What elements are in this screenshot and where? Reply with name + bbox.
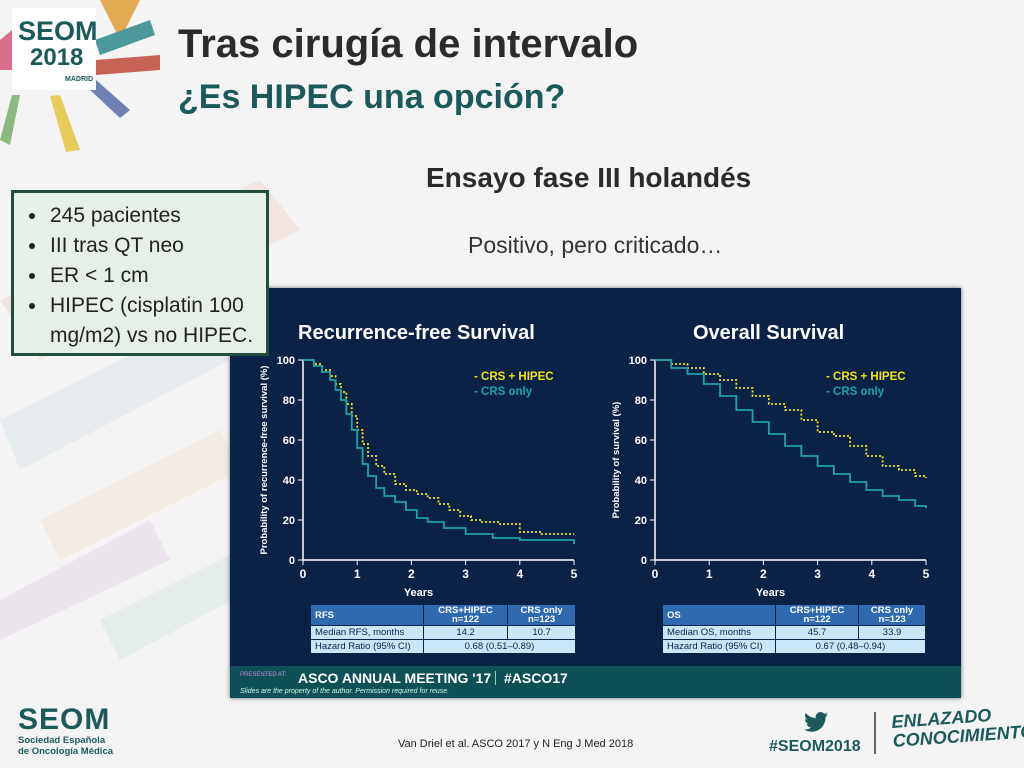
y-tick-label: 0	[641, 555, 647, 567]
table-cell: 33.9	[858, 625, 926, 640]
section-note: Positivo, pero criticado…	[468, 232, 723, 258]
series-line-crs-hipec	[303, 359, 574, 535]
twitter-bird-icon	[804, 712, 828, 732]
x-tick-label: 1	[354, 567, 361, 581]
embedded-results-slide: Recurrence-free Survival Overall Surviva…	[230, 288, 961, 698]
x-tick-label: 4	[516, 567, 523, 581]
series-line-crs-only	[655, 359, 927, 508]
event-hashtag: #SEOM2018	[769, 738, 861, 755]
table-header-cell: OS	[662, 604, 776, 626]
y-tick-label: 80	[283, 395, 295, 407]
table-cell: Median RFS, months	[310, 625, 424, 640]
x-axis-label: Years	[404, 587, 433, 599]
table-header-cell: CRS+HIPEC n=122	[422, 604, 509, 626]
table-cell: 14.2	[422, 625, 509, 640]
y-tick-label: 20	[635, 515, 647, 527]
y-tick-label: 0	[289, 555, 295, 567]
seom-org-logo: SEOM	[18, 703, 111, 736]
summary-box: 245 pacientes III tras QT neo ER < 1 cm …	[11, 190, 269, 356]
logo-text-seom: SEOM	[18, 16, 98, 46]
conference-note: Slides are the property of the author. P…	[240, 688, 450, 695]
series-line-crs-hipec	[655, 359, 927, 478]
x-tick-label: 5	[571, 567, 578, 581]
y-tick-label: 80	[635, 395, 647, 407]
slide-subtitle: ¿Es HIPEC una opción?	[178, 78, 566, 116]
table-cell: Hazard Ratio (95% CI)	[310, 639, 424, 654]
table-header-cell: CRS+HIPEC n=122	[774, 604, 860, 626]
table-cell: Median OS, months	[662, 625, 776, 640]
logo-text-year: 2018	[30, 44, 84, 71]
seom-org-subtitle: Sociedad Española de Oncología Médica	[18, 735, 113, 757]
legend-entry: - CRS only	[826, 386, 885, 398]
os-results-table: OS CRS+HIPEC n=122 CRS only n=123 Median…	[662, 604, 926, 654]
conference-hashtag: #ASCO17	[504, 670, 568, 686]
x-tick-label: 3	[462, 567, 469, 581]
banner-divider	[495, 671, 496, 685]
table-cell: 0.67 (0.48–0.94)	[775, 639, 926, 654]
table-header-cell: RFS	[310, 604, 424, 626]
y-tick-label: 60	[635, 435, 647, 447]
legend-entry: - CRS + HIPEC	[474, 371, 554, 383]
summary-list: 245 pacientes III tras QT neo ER < 1 cm …	[28, 201, 256, 351]
x-tick-label: 3	[814, 567, 821, 581]
x-tick-label: 2	[760, 567, 767, 581]
conference-name: ASCO ANNUAL MEETING '17	[298, 670, 492, 686]
x-tick-label: 0	[652, 567, 659, 581]
y-tick-label: 40	[283, 475, 295, 487]
citation-text: Van Driel et al. ASCO 2017 y N Eng J Med…	[398, 738, 634, 750]
summary-bullet: HIPEC (cisplatin 100 mg/m2) vs no HIPEC.	[48, 291, 256, 351]
rfs-results-table: RFS CRS+HIPEC n=122 CRS only n=123 Media…	[310, 604, 576, 654]
legend-entry: - CRS + HIPEC	[826, 371, 906, 383]
summary-bullet: 245 pacientes	[48, 201, 256, 231]
slide-title: Tras cirugía de intervalo	[178, 22, 639, 66]
x-tick-label: 4	[868, 567, 875, 581]
y-axis-label: Probability of survival (%)	[611, 402, 622, 519]
seom-org-subtitle-line: Sociedad Española	[18, 735, 106, 746]
os-chart: 0 20 40 60 80 100 0 1 2 3 4 5 Years Probability of su…	[611, 355, 930, 599]
rfs-chart: 0 20 40 60 80 100 0 1 2 3 4 5 Years Probability of re…	[259, 355, 578, 599]
y-tick-label: 20	[283, 515, 295, 527]
footer-divider	[874, 712, 876, 754]
table-header-cell: CRS only n=123	[858, 604, 926, 626]
section-heading: Ensayo fase III holandés	[426, 162, 752, 193]
summary-bullet: ER < 1 cm	[48, 261, 256, 291]
summary-bullet: III tras QT neo	[48, 231, 256, 261]
series-line-crs-only	[303, 359, 575, 544]
table-cell: Hazard Ratio (95% CI)	[662, 639, 776, 654]
x-tick-label: 0	[300, 567, 307, 581]
y-tick-label: 100	[629, 355, 647, 367]
y-tick-label: 60	[283, 435, 295, 447]
y-tick-label: 40	[635, 475, 647, 487]
os-chart-title: Overall Survival	[693, 322, 845, 344]
logo-text-city: MADRID	[65, 76, 93, 83]
seom-2018-logo: SEOM 2018 MADRID	[12, 8, 98, 90]
x-tick-label: 1	[706, 567, 713, 581]
table-header-cell: CRS only n=123	[507, 604, 576, 626]
presented-at-label: PRESENTED AT:	[240, 672, 287, 678]
table-cell: 45.7	[774, 625, 860, 640]
rfs-chart-title: Recurrence-free Survival	[298, 322, 535, 344]
y-axis-label: Probability of recurrence-free survival …	[259, 365, 270, 554]
legend-entry: - CRS only	[474, 386, 533, 398]
y-tick-label: 100	[277, 355, 295, 367]
seom-org-subtitle-line: de Oncología Médica	[18, 746, 114, 757]
table-cell: 0.68 (0.51–0.89)	[423, 639, 576, 654]
conference-banner: PRESENTED AT: ASCO ANNUAL MEETING '17 #A…	[230, 666, 961, 698]
x-axis-label: Years	[756, 587, 785, 599]
table-cell: 10.7	[507, 625, 576, 640]
x-tick-label: 5	[923, 567, 930, 581]
x-tick-label: 2	[408, 567, 415, 581]
